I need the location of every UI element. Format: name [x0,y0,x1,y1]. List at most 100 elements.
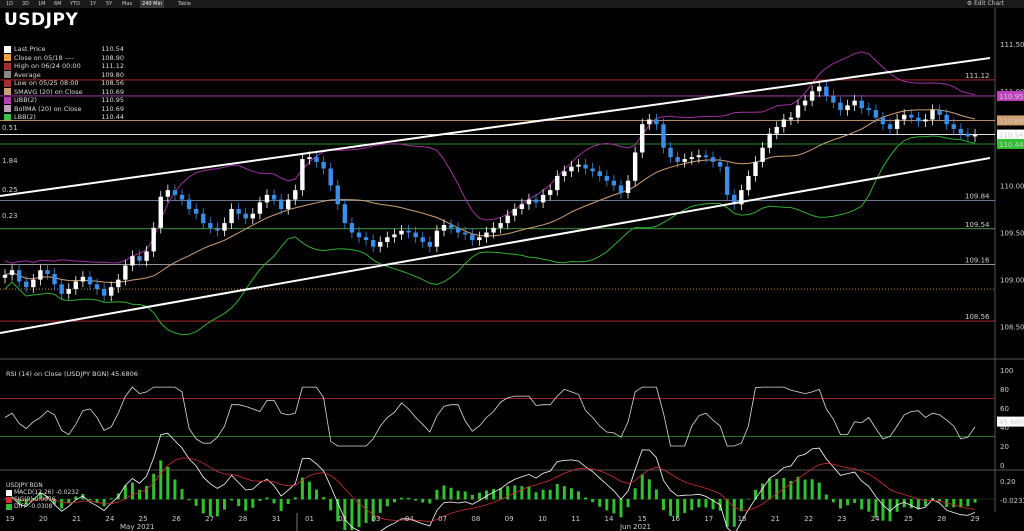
macd-diff-bar [874,499,878,518]
macd-diff-bar [831,499,835,503]
macd-diff-bar [435,489,439,500]
candle-body [831,95,836,103]
candle-body [116,279,121,288]
macd-diff-bar [173,479,177,500]
rsi-tick-label: 80 [1000,386,1009,394]
macd-diff-bar [3,499,7,500]
candle-body [286,199,291,209]
period-button-7[interactable]: Max [122,1,133,7]
fib-label: 0.51 [2,124,18,132]
candle-body [866,108,871,111]
candle-body [236,208,241,214]
candle-body [38,270,43,280]
value-badge [997,115,1024,126]
x-tick-label: 21 [771,515,780,523]
candle-body [455,227,461,233]
macd-diff-bar [484,490,488,500]
period-button-8[interactable]: 240 Min [140,0,165,8]
candle-body [972,134,978,137]
legend-label: Low on 05/25 08:00 [14,79,79,87]
candle-body [243,213,248,219]
macd-line [4,432,976,531]
period-button-4[interactable]: YTD [70,1,80,7]
period-button-1[interactable]: 3D [22,1,30,7]
macd-diff-bar [725,499,729,527]
toolbar [0,0,1024,8]
chart-title: USDJPY [4,10,79,30]
candle-body [739,190,744,205]
period-button-5[interactable]: 1Y [90,1,97,7]
period-button-0[interactable]: 1D [6,1,14,7]
period-button-2[interactable]: 1M [38,1,46,7]
channel-upper-line [0,57,991,197]
macd-diff-bar [598,499,602,507]
macd-diff-bar [966,499,970,507]
macd-diff-bar [754,489,758,500]
candle-body [569,166,574,172]
candle-body [413,232,418,238]
legend-item: Low on 05/25 08:00 108.56 [4,79,124,88]
x-tick-label: 29 [971,515,980,523]
macd-diff-bar [130,482,134,500]
macd-diff-bar [463,491,467,500]
candle-body [2,274,8,278]
candle-body [24,281,29,288]
macd-diff-bar [477,492,481,500]
candle-body [562,171,567,177]
legend-label: LBB(2) [14,113,36,121]
candle-body [307,157,312,160]
macd-diff-bar [838,499,842,509]
x-tick-label: 17 [704,515,713,523]
macd-diff-bar [534,492,538,500]
x-tick-label: 10 [538,515,547,523]
reference-line-label: 111.12 [965,72,990,80]
value-badge-label: 110.44 [999,141,1024,149]
candle-body [264,194,270,203]
candle-body [151,227,156,252]
candle-body [817,86,822,92]
candle-body [45,270,50,274]
candle-body [668,147,673,158]
macd-signal-line [4,457,976,523]
legend-item: High on 06/24 00:00 111.12 [4,62,124,71]
legend-swatch [6,496,12,503]
candle-body [597,171,602,177]
candle-body [399,230,404,235]
candle-body [9,270,15,275]
rsi-legend: RSI (14) on Close (USDJPY BGN) 45.6806 [6,370,138,378]
candle-body [512,208,517,216]
x-tick-label: 15 [638,515,647,523]
macd-diff-bar [506,486,510,500]
period-button-6[interactable]: 5Y [106,1,113,7]
period-button-9[interactable]: Table [178,1,191,7]
x-tick-label: 16 [671,515,680,523]
candle-body [611,180,617,186]
legend-swatch [4,88,11,96]
macd-diff-bar [329,499,333,511]
macd-diff-bar [371,499,375,522]
edit-chart-label: Edit Chart [973,0,1004,7]
value-badge [997,138,1024,149]
candle-body [109,287,114,296]
macd-diff-bar [520,486,524,500]
period-button-3[interactable]: 6M [54,1,62,7]
candle-body [795,105,801,118]
macd-diff-bar [244,499,248,511]
legend-label: UBB(2) [14,96,37,104]
legend-item: BollMA (20) on Close 110.69 [4,105,124,114]
value-badge [997,129,1024,140]
candle-body [852,100,857,106]
legend-value: 108.56 [101,79,124,87]
macd-diff-bar [577,491,581,500]
macd-diff-bar [53,499,57,505]
macd-legend-label: MACD(12,26) -0.0232 [14,489,79,496]
legend-item: Close on 05/18 ---- 108.90 [4,54,124,63]
macd-diff-bar [952,499,956,508]
candle-body [87,276,93,285]
edit-chart-button[interactable]: ⚙ Edit Chart [967,0,1004,8]
fib-label: 0.25 [2,186,18,194]
candle-body [519,204,525,209]
price-legend: Last Price 110.54 Close on 05/18 ---- 108.9… [4,45,124,122]
candle-body [654,119,659,125]
